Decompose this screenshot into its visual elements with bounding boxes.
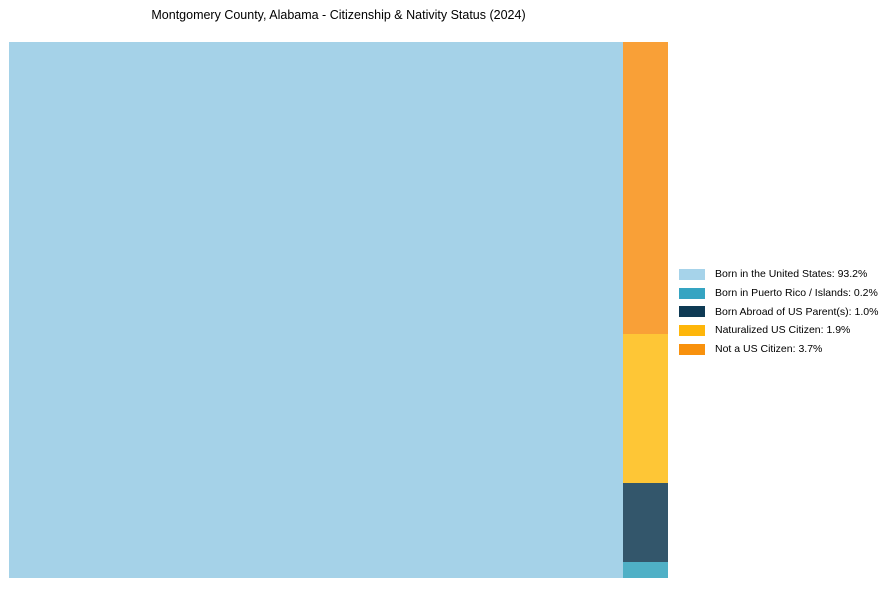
legend-label: Born in Puerto Rico / Islands: 0.2% — [715, 287, 878, 300]
legend-item: Naturalized US Citizen: 1.9% — [679, 321, 878, 340]
legend-swatch-icon — [679, 324, 705, 336]
treemap-block-born-abroad-of-us-parent-s — [623, 483, 668, 563]
legend-item: Not a US Citizen: 3.7% — [679, 340, 878, 359]
treemap-plot-area — [9, 42, 668, 578]
legend-label: Born in the United States: 93.2% — [715, 268, 868, 281]
legend-label: Not a US Citizen: 3.7% — [715, 343, 823, 356]
legend-swatch-icon — [679, 306, 705, 318]
treemap-block-born-in-the-united-states — [9, 42, 624, 578]
chart-legend: Born in the United States: 93.2% Born in … — [679, 265, 878, 358]
treemap-right-column — [623, 42, 668, 578]
legend-swatch-icon — [679, 343, 705, 355]
treemap-block-not-a-us-citizen — [623, 42, 668, 334]
legend-swatch-icon — [679, 268, 705, 280]
legend-label: Born Abroad of US Parent(s): 1.0% — [715, 305, 879, 318]
treemap-block-naturalized-us-citizen — [623, 333, 668, 484]
legend-label: Naturalized US Citizen: 1.9% — [715, 324, 851, 337]
legend-item: Born Abroad of US Parent(s): 1.0% — [679, 302, 878, 321]
treemap-block-born-in-puerto-rico-islands — [623, 562, 668, 578]
chart-title: Montgomery County, Alabama - Citizenship… — [151, 8, 526, 22]
legend-swatch-icon — [679, 287, 705, 299]
legend-item: Born in Puerto Rico / Islands: 0.2% — [679, 284, 878, 303]
legend-item: Born in the United States: 93.2% — [679, 265, 878, 284]
